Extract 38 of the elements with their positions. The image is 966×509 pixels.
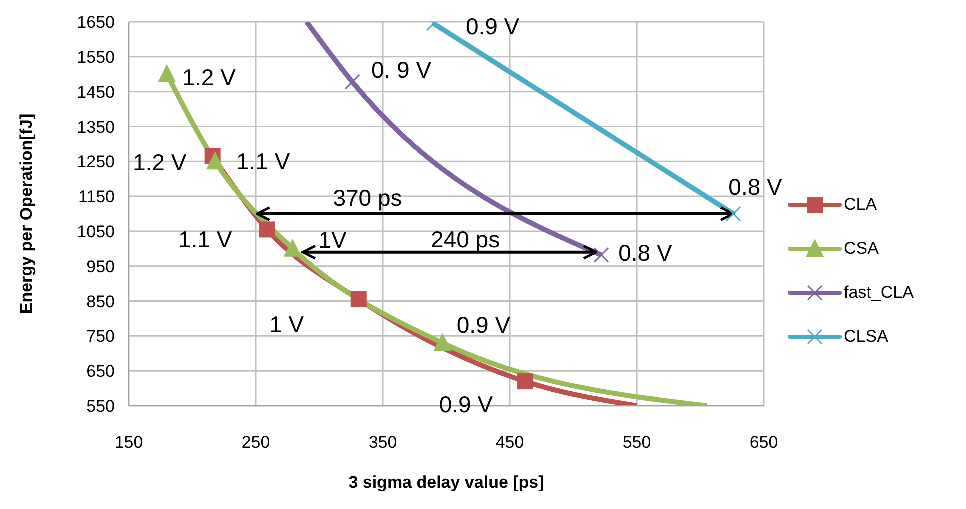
annotation: 0.8 V bbox=[618, 240, 673, 266]
x-tick-label: 450 bbox=[496, 433, 524, 452]
legend-label: CLSA bbox=[844, 327, 888, 347]
x-tick-label: 550 bbox=[622, 433, 652, 452]
x-tick-label: 350 bbox=[368, 433, 398, 452]
annotation: 1V bbox=[318, 226, 348, 253]
y-tick-label: 750 bbox=[86, 327, 115, 346]
annotation: 1.1 V bbox=[236, 148, 291, 175]
annotation: 0.9 V bbox=[439, 392, 494, 418]
annotation: 0.9 V bbox=[466, 14, 520, 40]
x-axis-title: 3 sigma delay value [ps] bbox=[348, 473, 544, 492]
x-tick-label: 650 bbox=[750, 433, 778, 452]
annotation: 1.2 V bbox=[182, 64, 237, 90]
y-tick-label: 1450 bbox=[77, 82, 115, 102]
x-tick-label: 250 bbox=[242, 433, 270, 452]
y-tick-label: 1350 bbox=[77, 118, 115, 137]
legend-label: CSA bbox=[844, 239, 879, 259]
annotation: 0. 9 V bbox=[371, 57, 432, 84]
y-tick-label: 1150 bbox=[78, 188, 115, 207]
legend-label: fast_CLA bbox=[844, 283, 914, 303]
y-tick-label: 1550 bbox=[77, 48, 115, 67]
y-tick-label: 550 bbox=[86, 397, 115, 416]
y-tick-label: 1050 bbox=[77, 222, 115, 242]
y-axis-title: Energy per Operation[fJ] bbox=[17, 114, 36, 314]
y-tick-label: 1650 bbox=[77, 13, 115, 32]
y-tick-label: 950 bbox=[86, 257, 115, 276]
annotation: 1.2 V bbox=[132, 149, 188, 176]
x-tick-label: 150 bbox=[114, 433, 144, 452]
annotation: 240 ps bbox=[431, 226, 500, 252]
annotation: 0.9 V bbox=[456, 312, 512, 338]
annotation: 0.8 V bbox=[728, 174, 784, 200]
y-tick-label: 850 bbox=[86, 292, 115, 312]
legend-label: CLA bbox=[844, 195, 878, 215]
y-tick-label: 1250 bbox=[77, 152, 115, 172]
annotation: 370 ps bbox=[333, 185, 402, 211]
annotation: 1.1 V bbox=[178, 226, 233, 253]
y-tick-label: 650 bbox=[86, 362, 115, 382]
annotation: 1 V bbox=[270, 312, 305, 338]
